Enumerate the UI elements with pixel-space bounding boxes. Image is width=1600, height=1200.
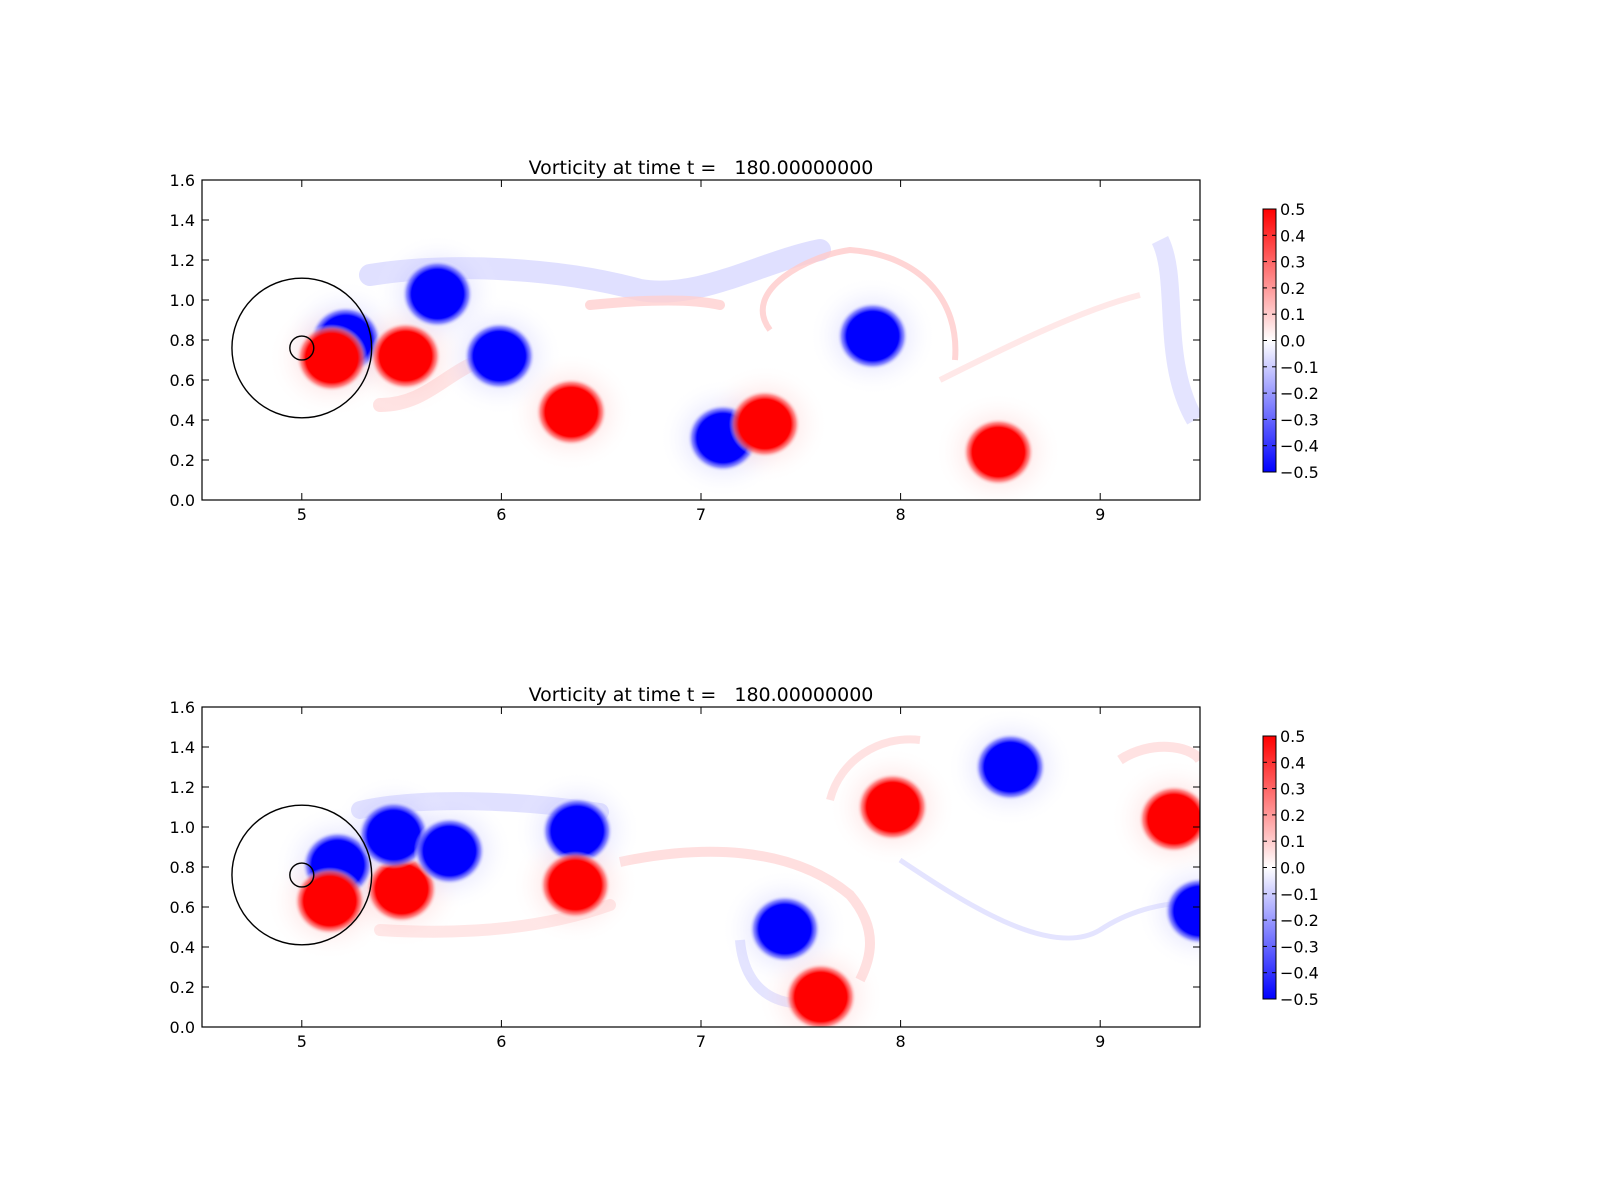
- colorbar-tick-label: −0.4: [1280, 437, 1319, 456]
- colorbar-tick-label: −0.2: [1280, 384, 1319, 403]
- vortex-positive: [784, 963, 857, 1027]
- y-tick-label: 1.6: [170, 171, 195, 190]
- x-tick-label: 9: [1095, 505, 1105, 524]
- colorbar-tick-label: 0.0: [1280, 859, 1305, 878]
- vortex-positive: [295, 324, 368, 392]
- x-tick-label: 7: [696, 505, 706, 524]
- outer-circle: [231, 804, 373, 946]
- y-tick-label: 0.2: [170, 451, 195, 470]
- colorbar-tick-label: −0.1: [1280, 358, 1319, 377]
- vortex-positive: [539, 851, 612, 919]
- y-tick-label: 0.8: [170, 331, 195, 350]
- cylinder-circles: [231, 804, 373, 946]
- colorbar: 0.5 0.4 0.3 0.2 0.1 0.0 −0.1 −0.2 −0.3 −0.4 −0.5: [1262, 200, 1319, 482]
- y-axis: 0.0 0.2 0.4 0.6 0.8 1.0 1.2 1.4 1.6: [170, 698, 1200, 1037]
- cylinder-circles: [231, 277, 373, 419]
- colorbar-tick-label: 0.5: [1280, 727, 1305, 746]
- colorbar-tick-label: 0.2: [1280, 279, 1305, 298]
- x-tick-label: 7: [696, 1032, 706, 1051]
- vortex-positive: [1138, 785, 1200, 853]
- chart-title: Vorticity at time t = 180.00000000: [529, 684, 874, 706]
- y-tick-label: 1.0: [170, 291, 195, 310]
- vortex-positive: [293, 867, 366, 935]
- colorbar-tick-label: 0.0: [1280, 332, 1305, 351]
- x-tick-label: 8: [896, 1032, 906, 1051]
- y-tick-label: 0.0: [170, 491, 195, 510]
- y-tick-label: 0.2: [170, 978, 195, 997]
- vortex-layer: [265, 707, 1200, 1027]
- x-tick-label: 5: [297, 1032, 307, 1051]
- vortex-negative: [357, 801, 430, 869]
- y-tick-label: 0.0: [170, 1018, 195, 1037]
- colorbar-tick-label: −0.5: [1280, 990, 1319, 1009]
- colorbar-tick-label: 0.4: [1280, 226, 1305, 245]
- vortex-positive: [728, 390, 801, 458]
- wake-streak-positive: [759, 246, 959, 361]
- panel-top: Vorticity at time t = 180.00000000 5 6 7 8 9…: [170, 157, 1319, 524]
- vortex-positive: [365, 855, 438, 923]
- colorbar-tick-label: 0.5: [1280, 200, 1305, 219]
- x-tick-label: 8: [896, 505, 906, 524]
- cylinder-circle: [289, 335, 315, 361]
- x-axis: 5 6 7 8 9: [297, 707, 1105, 1051]
- vortex-negative: [463, 322, 536, 390]
- vortex-negative: [1164, 877, 1200, 945]
- vortex-negative: [541, 797, 614, 865]
- heatmap-area: [265, 707, 1200, 1027]
- colorbar-tick-label: −0.1: [1280, 885, 1319, 904]
- wake-streak-positive: [618, 846, 875, 983]
- colorbar-ticks: 0.5 0.4 0.3 0.2 0.1 0.0 −0.1 −0.2 −0.3 −0.4 −0.5: [1263, 727, 1319, 1009]
- outer-circle: [231, 277, 373, 419]
- colorbar-tick-label: −0.4: [1280, 964, 1319, 983]
- y-tick-label: 1.0: [170, 818, 195, 837]
- y-tick-label: 0.8: [170, 858, 195, 877]
- x-tick-label: 6: [496, 1032, 506, 1051]
- y-tick-label: 1.2: [170, 251, 195, 270]
- y-tick-label: 0.6: [170, 898, 195, 917]
- x-tick-label: 9: [1095, 1032, 1105, 1051]
- colorbar-tick-label: 0.4: [1280, 753, 1305, 772]
- panel-bottom: Vorticity at time t = 180.00000000 5 6 7 8 9…: [170, 684, 1319, 1051]
- x-tick-label: 5: [297, 505, 307, 524]
- y-tick-label: 0.4: [170, 411, 195, 430]
- vortex-positive: [962, 418, 1035, 486]
- colorbar-tick-label: 0.1: [1280, 305, 1305, 324]
- vortex-positive: [369, 322, 442, 390]
- y-axis: 0.0 0.2 0.4 0.6 0.8 1.0 1.2 1.4 1.6: [170, 171, 1200, 510]
- y-tick-label: 0.4: [170, 938, 195, 957]
- colorbar-tick-label: 0.3: [1280, 780, 1305, 799]
- vortex-layer: [267, 234, 1063, 500]
- colorbar-tick-label: 0.1: [1280, 832, 1305, 851]
- colorbar-tick-label: −0.2: [1280, 911, 1319, 930]
- y-tick-label: 0.6: [170, 371, 195, 390]
- wake-streak-positive: [938, 292, 1141, 383]
- vortex-negative: [413, 817, 486, 885]
- heatmap-area: [267, 234, 1200, 500]
- colorbar-ticks: 0.5 0.4 0.3 0.2 0.1 0.0 −0.1 −0.2 −0.3 −0.4 −0.5: [1263, 200, 1319, 482]
- vortex-negative: [836, 302, 909, 370]
- colorbar-tick-label: −0.5: [1280, 463, 1319, 482]
- y-tick-label: 1.4: [170, 738, 195, 757]
- vortex-negative: [748, 895, 821, 963]
- colorbar-tick-label: 0.3: [1280, 253, 1305, 272]
- x-tick-label: 6: [496, 505, 506, 524]
- x-axis: 5 6 7 8 9: [297, 180, 1105, 524]
- wake-streak-positive: [585, 295, 725, 310]
- y-tick-label: 1.4: [170, 211, 195, 230]
- colorbar-tick-label: −0.3: [1280, 937, 1319, 956]
- y-tick-label: 1.6: [170, 698, 195, 717]
- vortex-negative: [401, 260, 474, 328]
- wake-streak-negative: [1151, 235, 1200, 425]
- chart-title: Vorticity at time t = 180.00000000: [529, 157, 874, 179]
- y-tick-label: 1.2: [170, 778, 195, 797]
- colorbar: 0.5 0.4 0.3 0.2 0.1 0.0 −0.1 −0.2 −0.3 −0.4 −0.5: [1262, 727, 1319, 1009]
- vortex-positive: [535, 378, 608, 446]
- wake-streak-positive: [1117, 741, 1200, 765]
- colorbar-tick-label: 0.2: [1280, 806, 1305, 825]
- cylinder-circle: [289, 862, 315, 888]
- vortex-positive: [856, 773, 929, 841]
- vortex-negative: [974, 733, 1047, 801]
- colorbar-tick-label: −0.3: [1280, 410, 1319, 429]
